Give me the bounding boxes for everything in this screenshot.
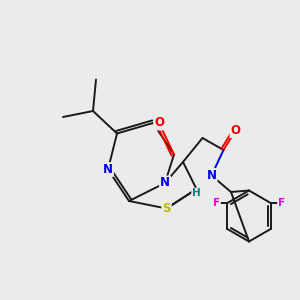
Text: N: N — [206, 169, 217, 182]
Text: O: O — [154, 116, 164, 130]
Text: F: F — [278, 198, 285, 208]
Text: F: F — [213, 198, 220, 208]
Text: N: N — [103, 163, 113, 176]
Text: H: H — [192, 188, 201, 199]
Text: O: O — [230, 124, 241, 137]
Text: S: S — [162, 202, 171, 215]
Text: N: N — [160, 176, 170, 190]
